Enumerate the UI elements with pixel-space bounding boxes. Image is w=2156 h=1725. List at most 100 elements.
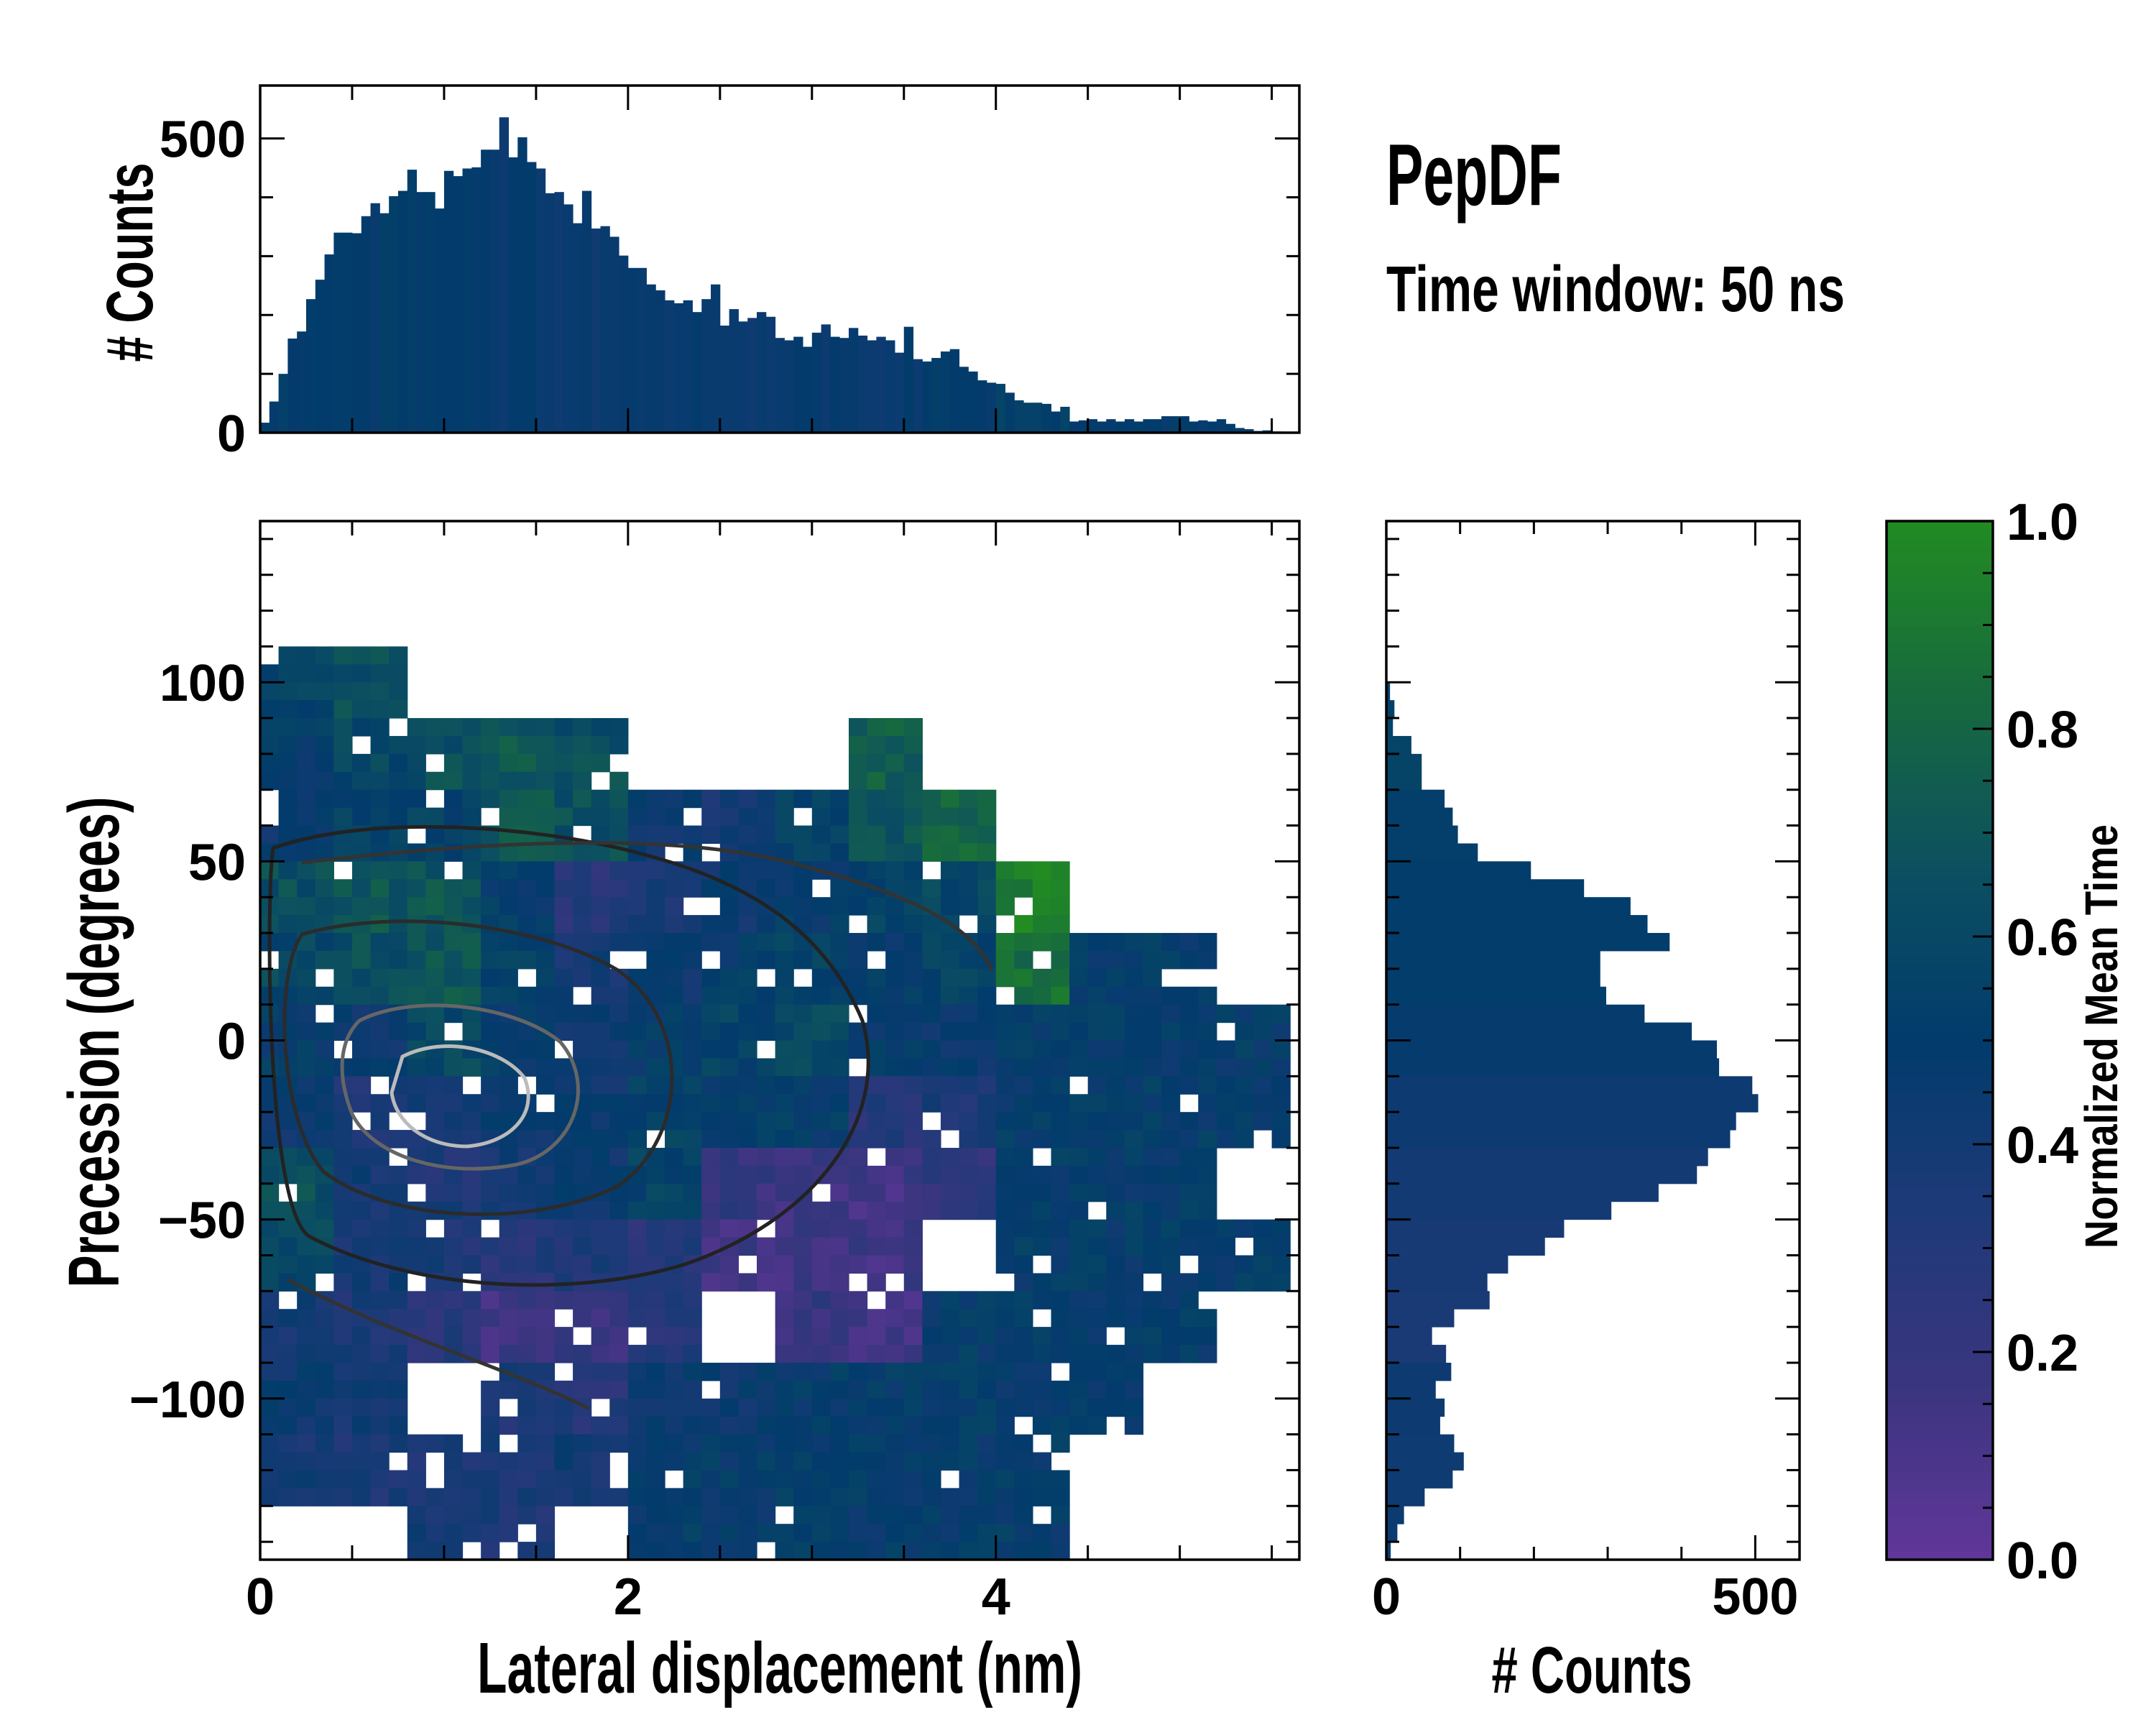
heatmap-cell — [775, 1345, 794, 1363]
heatmap-cell — [591, 861, 610, 880]
heatmap-cell — [1051, 1398, 1070, 1417]
heatmap-cell — [830, 1398, 849, 1417]
heatmap-cell — [260, 1398, 280, 1417]
heatmap-cell — [425, 861, 445, 880]
heatmap-cell — [665, 1398, 684, 1417]
colorbar-segment — [1886, 1066, 1993, 1076]
heatmap-cell — [1014, 1237, 1033, 1256]
heatmap-cell — [443, 1040, 464, 1059]
heatmap-cell — [315, 1362, 334, 1381]
heatmap-cell — [1051, 1130, 1070, 1149]
heatmap-cell — [462, 879, 482, 898]
heatmap-cell — [995, 933, 1015, 952]
heatmap-cell — [738, 1416, 757, 1435]
heatmap-cell — [738, 1022, 757, 1041]
heatmap-cell — [995, 861, 1015, 880]
tick-label: 0 — [246, 1568, 275, 1626]
heatmap-cell — [1069, 1345, 1089, 1363]
heatmap-cell — [683, 1506, 702, 1524]
heatmap-cell — [848, 1488, 868, 1506]
histogram-bar — [1097, 421, 1107, 433]
heatmap-cell — [573, 1237, 592, 1256]
heatmap-cell — [738, 1434, 757, 1453]
heatmap-cell — [885, 1183, 905, 1202]
heatmap-cell — [370, 1488, 390, 1506]
heatmap-cell — [793, 1291, 813, 1310]
heatmap-cell — [535, 753, 556, 773]
heatmap-cell — [370, 1380, 390, 1399]
heatmap-cell — [922, 789, 941, 809]
heatmap-cell — [351, 682, 372, 701]
heatmap-cell — [627, 1452, 648, 1471]
heatmap-cell — [591, 1327, 610, 1346]
heatmap-cell — [1124, 1362, 1144, 1381]
heatmap-cell — [1106, 1201, 1125, 1220]
heatmap-cell — [573, 1488, 592, 1506]
heatmap-cell — [701, 986, 721, 1006]
heatmap-cell — [1032, 1327, 1052, 1346]
heatmap-cell — [1087, 1416, 1107, 1435]
heatmap-cell — [1014, 915, 1033, 934]
heatmap-cell — [701, 1022, 721, 1041]
colorbar-segment — [1886, 937, 1993, 946]
heatmap-cell — [627, 1542, 648, 1560]
heatmap-cell — [1198, 1183, 1217, 1202]
heatmap-cell — [848, 897, 868, 916]
heatmap-cell — [1143, 1022, 1162, 1041]
heatmap-cell — [922, 1380, 941, 1399]
histogram-bar — [1152, 419, 1162, 433]
heatmap-cell — [683, 1291, 702, 1310]
heatmap-cell — [701, 879, 721, 898]
histogram-bar — [573, 223, 583, 433]
heatmap-cell — [315, 1183, 334, 1202]
heatmap-cell — [1069, 1040, 1089, 1059]
heatmap-cell — [959, 1488, 978, 1506]
histogram-bar — [1115, 421, 1125, 433]
heatmap-cell — [609, 1362, 629, 1381]
heatmap-cell — [443, 807, 464, 827]
heatmap-cell — [260, 1434, 280, 1453]
heatmap-cell — [1235, 1058, 1254, 1077]
heatmap-cell — [885, 843, 905, 862]
heatmap-cell — [1271, 1076, 1291, 1095]
heatmap-cell — [627, 1362, 648, 1381]
heatmap-cell — [389, 986, 408, 1006]
heatmap-cell — [425, 718, 445, 737]
heatmap-cell — [407, 933, 426, 952]
heatmap-cell — [830, 1309, 849, 1328]
heatmap-cell — [1014, 1380, 1033, 1399]
heatmap-cell — [885, 1506, 905, 1524]
heatmap-cell — [867, 789, 886, 809]
heatmap-cell — [278, 1380, 298, 1399]
colorbar-segment — [1886, 719, 1993, 730]
heatmap-cell — [573, 718, 592, 737]
heatmap-cell — [1198, 1058, 1217, 1077]
heatmap-cell — [481, 771, 500, 791]
heatmap-cell — [995, 1130, 1015, 1149]
heatmap-cell — [591, 1452, 610, 1471]
histogram-bar — [1051, 411, 1061, 433]
heatmap-cell — [903, 1130, 923, 1149]
heatmap-cell — [1124, 1147, 1144, 1167]
heatmap-cell — [903, 1362, 923, 1381]
heatmap-cell — [591, 1040, 610, 1059]
tick-label: 500 — [1712, 1568, 1798, 1626]
heatmap-cell — [554, 1488, 573, 1506]
heatmap-cell — [1143, 1094, 1162, 1113]
heatmap-cell — [351, 1291, 372, 1310]
heatmap-cell — [885, 1094, 905, 1113]
heatmap-cell — [830, 1255, 849, 1274]
heatmap-cell — [517, 735, 537, 755]
heatmap-cell — [609, 1416, 629, 1435]
heatmap-cell — [1253, 1112, 1273, 1131]
heatmap-cell — [683, 1147, 702, 1167]
heatmap-cell — [407, 1452, 426, 1471]
heatmap-cell — [646, 933, 665, 952]
heatmap-cell — [627, 933, 648, 952]
heatmap-cell — [867, 915, 886, 934]
heatmap-cell — [1069, 950, 1089, 970]
heatmap-cell — [775, 1380, 794, 1399]
heatmap-cell — [517, 1452, 537, 1471]
colorbar-segment — [1886, 694, 1993, 704]
heatmap-cell — [535, 1291, 556, 1310]
